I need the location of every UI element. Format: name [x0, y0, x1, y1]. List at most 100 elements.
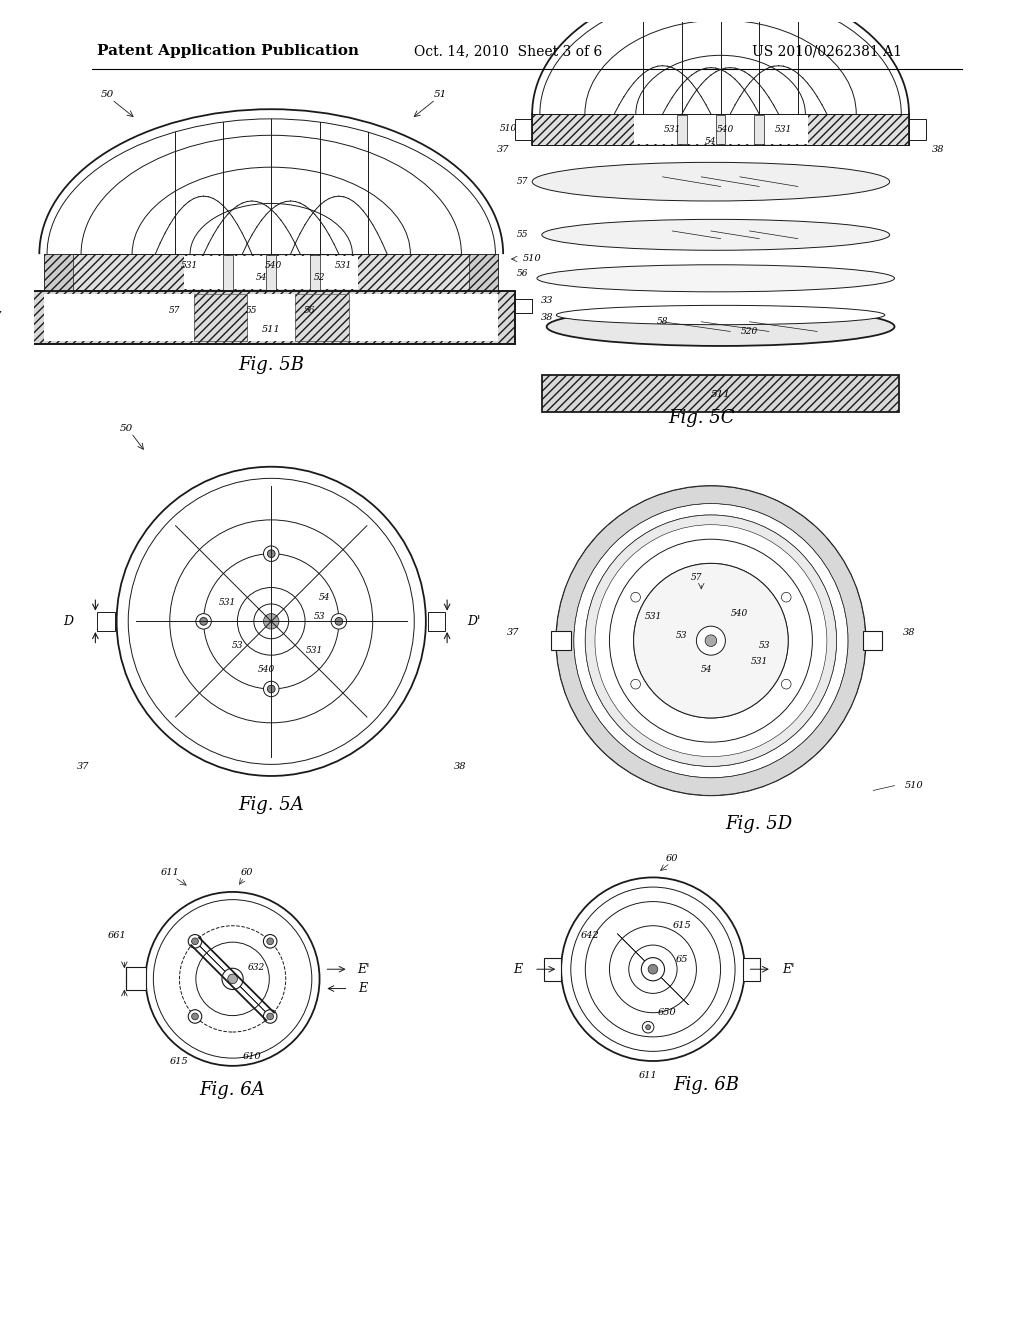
Text: 650: 650	[658, 1008, 677, 1018]
Circle shape	[196, 614, 211, 630]
Bar	[184, 256, 358, 289]
Circle shape	[191, 1012, 199, 1020]
Text: 611: 611	[161, 869, 179, 876]
Circle shape	[191, 939, 199, 945]
Bar	[310, 255, 319, 290]
Bar	[428, 611, 445, 631]
Text: Fig. 5D: Fig. 5D	[726, 816, 793, 833]
Text: 38: 38	[932, 145, 944, 154]
Circle shape	[267, 1012, 273, 1020]
Text: 615: 615	[673, 921, 691, 931]
Text: 53: 53	[313, 612, 326, 620]
Text: Fig. 5C: Fig. 5C	[668, 409, 734, 428]
Text: 37: 37	[497, 145, 509, 154]
Text: E: E	[513, 962, 522, 975]
Text: 642: 642	[581, 931, 599, 940]
Bar	[469, 255, 499, 290]
Text: 51: 51	[434, 90, 446, 99]
Text: Fig. 6B: Fig. 6B	[673, 1076, 739, 1094]
Text: 510: 510	[523, 255, 542, 264]
Bar	[677, 115, 687, 144]
Text: 33: 33	[541, 296, 553, 305]
Bar	[295, 294, 348, 341]
Text: Patent Application Publication: Patent Application Publication	[96, 44, 358, 58]
Text: 540: 540	[258, 665, 275, 675]
Text: D': D'	[468, 615, 481, 628]
Text: 520: 520	[741, 327, 758, 337]
Text: 37: 37	[0, 310, 2, 319]
Text: 54: 54	[256, 273, 267, 282]
Text: 38: 38	[541, 313, 553, 322]
Text: 38: 38	[903, 628, 915, 638]
Text: US 2010/0262381 A1: US 2010/0262381 A1	[752, 44, 902, 58]
Bar	[634, 115, 808, 144]
Text: 53: 53	[676, 631, 688, 640]
Circle shape	[117, 467, 426, 776]
Text: 611: 611	[639, 1071, 657, 1080]
Circle shape	[263, 614, 279, 630]
Circle shape	[263, 935, 276, 948]
Polygon shape	[617, 933, 688, 1005]
Text: E: E	[358, 982, 368, 995]
Text: E': E'	[782, 962, 795, 975]
Bar	[532, 114, 909, 145]
Text: 53: 53	[231, 642, 243, 649]
Bar	[223, 255, 232, 290]
Circle shape	[145, 892, 319, 1065]
Bar	[742, 957, 760, 981]
Bar	[716, 115, 725, 144]
Text: 57: 57	[169, 306, 180, 314]
Bar	[266, 255, 276, 290]
Text: Fig. 5A: Fig. 5A	[239, 796, 304, 814]
Text: 511: 511	[711, 389, 730, 399]
Text: 57: 57	[690, 573, 702, 582]
Text: 55: 55	[517, 230, 528, 239]
Circle shape	[200, 618, 208, 626]
Ellipse shape	[537, 265, 895, 292]
Ellipse shape	[532, 162, 890, 201]
Circle shape	[227, 974, 238, 983]
Bar	[28, 290, 515, 345]
Bar	[544, 957, 561, 981]
Circle shape	[706, 635, 717, 647]
Bar	[542, 375, 899, 412]
Circle shape	[634, 564, 788, 718]
Circle shape	[188, 935, 202, 948]
Circle shape	[631, 680, 640, 689]
Wedge shape	[586, 515, 837, 767]
Circle shape	[641, 957, 665, 981]
Text: 37: 37	[507, 628, 519, 638]
Circle shape	[696, 626, 725, 655]
Text: 531: 531	[751, 657, 768, 667]
Text: 53: 53	[759, 642, 770, 649]
Wedge shape	[556, 486, 865, 795]
Circle shape	[335, 618, 343, 626]
Text: Oct. 14, 2010  Sheet 3 of 6: Oct. 14, 2010 Sheet 3 of 6	[414, 44, 602, 58]
Text: 511: 511	[262, 325, 281, 334]
Bar	[97, 611, 115, 631]
Text: 58: 58	[656, 317, 669, 326]
Circle shape	[267, 939, 273, 945]
Bar	[126, 968, 145, 990]
Text: 531: 531	[306, 645, 324, 655]
Text: 54: 54	[700, 665, 712, 675]
Text: 531: 531	[219, 598, 237, 606]
Text: Fig. 5B: Fig. 5B	[239, 356, 304, 375]
Circle shape	[646, 1024, 650, 1030]
Text: 531: 531	[180, 261, 198, 271]
Text: 510: 510	[500, 124, 517, 133]
Text: 540: 540	[264, 261, 282, 271]
Circle shape	[648, 965, 657, 974]
Text: 531: 531	[775, 125, 792, 135]
Text: 60: 60	[666, 854, 679, 862]
Text: 54: 54	[318, 593, 330, 602]
Text: D: D	[63, 615, 74, 628]
Bar	[552, 631, 570, 651]
Text: 50: 50	[120, 424, 133, 433]
Text: 531: 531	[664, 125, 681, 135]
Bar	[909, 119, 927, 140]
Circle shape	[781, 680, 792, 689]
Ellipse shape	[542, 219, 890, 251]
Text: 56: 56	[304, 306, 315, 314]
Text: 632: 632	[248, 962, 265, 972]
